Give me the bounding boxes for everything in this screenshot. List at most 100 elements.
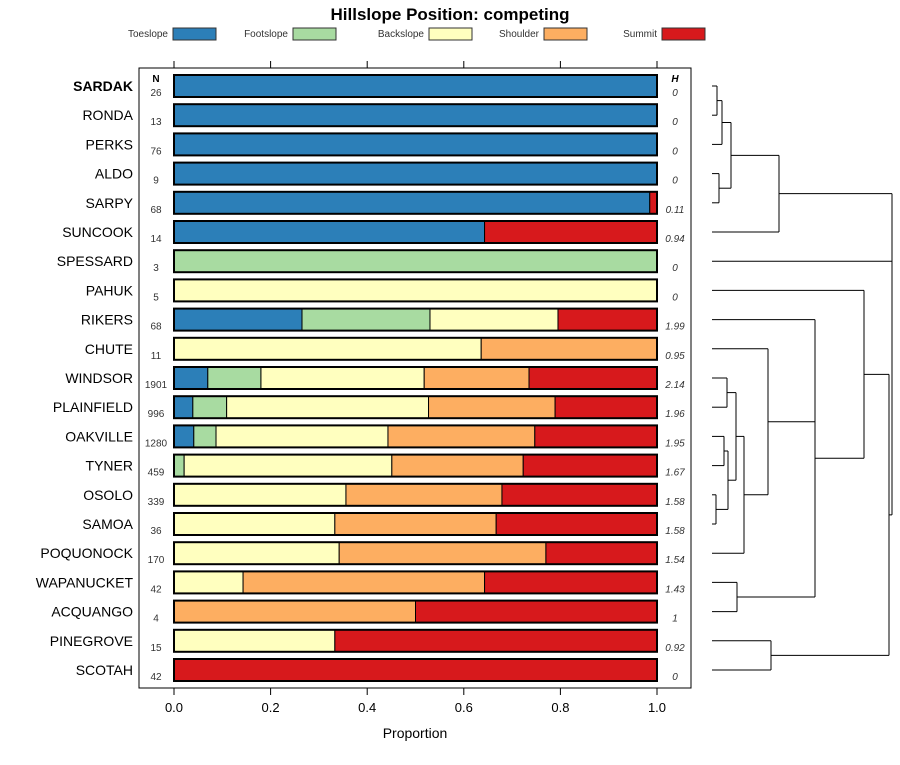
- h-value: 0: [672, 88, 678, 99]
- legend-label: Backslope: [378, 29, 425, 40]
- bar-segment-shoulder: [387, 424, 536, 448]
- row-label: ALDO: [95, 166, 133, 182]
- row-label: OSOLO: [83, 487, 133, 503]
- bar-segment-backslope: [429, 308, 559, 332]
- bar-segment-toeslope: [173, 366, 209, 390]
- bar-segment-toeslope: [173, 132, 658, 156]
- bar-row: RIKERS 68 1.99: [81, 307, 685, 333]
- h-value: 1.43: [665, 584, 685, 595]
- bar-segment-backslope: [183, 454, 393, 478]
- bar-segment-backslope: [173, 570, 244, 594]
- h-value: 1.67: [665, 468, 685, 479]
- legend: Toeslope Footslope Backslope Shoulder Summit: [128, 27, 706, 41]
- n-value: 68: [150, 322, 162, 333]
- bar-segment-summit: [484, 570, 658, 594]
- row-label: SARPY: [86, 195, 134, 211]
- bar-row: WAPANUCKET 42 1.43: [36, 570, 685, 595]
- legend-label: Shoulder: [499, 29, 540, 40]
- bar-segment-summit: [528, 366, 658, 390]
- h-value: 1.58: [665, 526, 685, 537]
- n-value: 996: [148, 409, 165, 420]
- plot-panel: [138, 67, 692, 689]
- bar-segment-toeslope: [173, 103, 658, 127]
- dendrogram: [712, 85, 893, 671]
- n-value: 1280: [145, 438, 168, 449]
- legend-swatch: [428, 27, 473, 41]
- bar-outline: [173, 570, 658, 595]
- bar-outline: [173, 628, 658, 653]
- bar-segment-toeslope: [173, 162, 658, 186]
- n-value: 170: [148, 555, 165, 566]
- bar-outline: [173, 599, 658, 624]
- bar-segment-footslope: [301, 308, 431, 332]
- n-value: 459: [148, 468, 165, 479]
- row-label: SAMOA: [82, 516, 133, 532]
- bar-segment-summit: [484, 220, 658, 244]
- bar-segment-footslope: [192, 395, 228, 419]
- bar-segment-summit: [554, 395, 658, 419]
- bar-outline: [173, 395, 658, 420]
- bar-row: CHUTE 11 0.95: [85, 336, 685, 362]
- legend-label: Summit: [623, 29, 657, 40]
- bar-segment-shoulder: [338, 541, 547, 565]
- bar-segment-toeslope: [173, 191, 651, 215]
- bar-row: PERKS 76 0: [86, 132, 678, 157]
- bar-row: PAHUK 5 0: [86, 278, 678, 303]
- bar-segment-toeslope: [173, 220, 486, 244]
- n-value: 42: [150, 672, 162, 683]
- bar-segment-summit: [501, 483, 658, 507]
- bar-segment-backslope: [226, 395, 430, 419]
- bar-row: SARPY 68 0.11: [86, 190, 684, 216]
- x-tick-label: 0.8: [551, 700, 569, 715]
- h-value: 0: [672, 672, 678, 683]
- h-value: 0.95: [665, 351, 685, 362]
- row-label: POQUONOCK: [40, 545, 133, 561]
- h-value: 0: [672, 146, 678, 157]
- bar-row: WINDSOR 1901 2.14: [65, 366, 685, 391]
- row-label: RIKERS: [81, 312, 133, 328]
- bar-segment-summit: [534, 424, 658, 448]
- h-value: 1.95: [665, 438, 685, 449]
- bar-row: PINEGROVE 15 0.92: [50, 628, 685, 654]
- bar-outline: [173, 190, 658, 215]
- x-tick-label: 0.4: [358, 700, 376, 715]
- bar-outline: [173, 541, 658, 566]
- row-label: PINEGROVE: [50, 633, 133, 649]
- bar-segment-backslope: [215, 424, 389, 448]
- bar-row: TYNER 459 1.67: [86, 453, 685, 479]
- h-value: 1.99: [665, 322, 685, 333]
- n-value: 68: [150, 205, 162, 216]
- bar-outline: [173, 307, 658, 332]
- row-label: RONDA: [82, 107, 133, 123]
- bar-segment-toeslope: [173, 74, 658, 98]
- x-tick-label: 0.6: [455, 700, 473, 715]
- x-tick-label: 0.2: [262, 700, 280, 715]
- bar-row: SCOTAH 42 0: [76, 658, 678, 683]
- row-label: SCOTAH: [76, 662, 133, 678]
- h-header: H: [671, 74, 679, 85]
- bar-row: POQUONOCK 170 1.54: [40, 541, 685, 566]
- row-label: WINDSOR: [65, 370, 133, 386]
- h-value: 2.14: [664, 380, 685, 391]
- bar-segment-footslope: [207, 366, 262, 390]
- h-value: 0.94: [665, 234, 685, 245]
- n-value: 5: [153, 292, 159, 303]
- bar-segment-summit: [557, 308, 658, 332]
- legend-swatch: [172, 27, 217, 41]
- bar-outline: [173, 336, 658, 361]
- h-value: 0: [672, 176, 678, 187]
- bar-row: SUNCOOK 14 0.94: [62, 220, 685, 245]
- bar-outline: [173, 658, 658, 682]
- bar-segment-summit: [522, 454, 658, 478]
- bar-outline: [173, 74, 658, 98]
- bar-segment-toeslope: [173, 395, 194, 419]
- bar-row: ALDO 9 0: [95, 161, 678, 187]
- bar-outline: [173, 482, 658, 507]
- x-axis-label: Proportion: [383, 725, 448, 741]
- n-value: 9: [153, 176, 159, 187]
- bar-outline: [173, 453, 658, 478]
- bar-segment-summit: [649, 191, 658, 215]
- bar-outline: [173, 103, 658, 128]
- bar-segment-shoulder: [428, 395, 556, 419]
